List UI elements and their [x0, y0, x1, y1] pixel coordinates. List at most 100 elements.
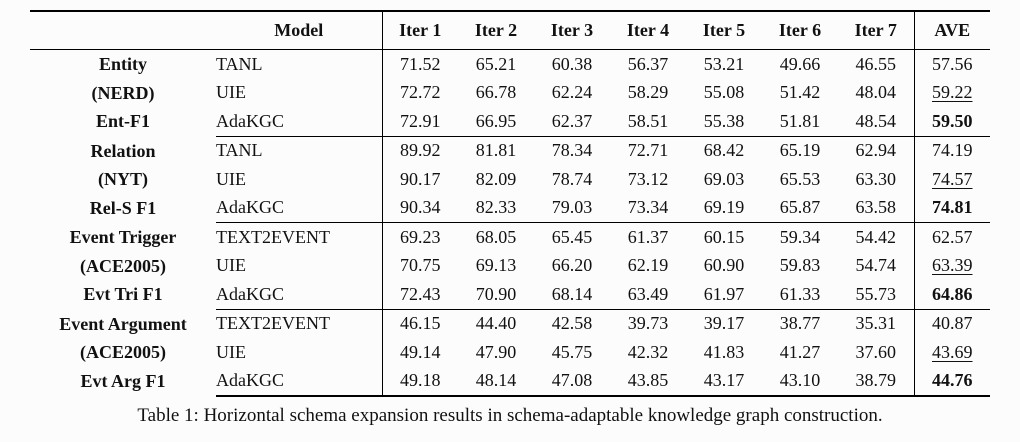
iter-value: 39.73 [627, 313, 669, 334]
iter-value: 66.95 [458, 107, 534, 137]
iter-value: 61.33 [762, 280, 838, 310]
ave-value: 57.56 [913, 49, 990, 79]
table-row: AdaKGC 90.34 82.33 79.03 73.34 69.19 65.87 63.5… [30, 193, 990, 223]
iter-value: 72.71 [627, 140, 669, 161]
iter-value: 66.78 [475, 82, 517, 103]
column-header-task [30, 10, 216, 50]
iter-value: 43.10 [762, 366, 838, 397]
iter-value: 70.75 [381, 251, 458, 280]
iter-value: 42.58 [551, 313, 593, 334]
iter-value: 37.60 [855, 341, 897, 362]
task-label-line: Ent-F1 [96, 111, 150, 132]
iter-value: 51.81 [762, 107, 838, 137]
iter-value: 68.42 [703, 140, 745, 161]
model-name: AdaKGC [216, 107, 382, 137]
task-label-line: Relation [90, 140, 156, 161]
iter-value: 47.90 [475, 341, 517, 362]
table-row: UIE 90.17 82.09 78.74 73.12 69.03 65.53 63.30 74… [30, 165, 990, 194]
ave-value: 62.57 [913, 222, 990, 252]
iter-value: 68.05 [475, 226, 517, 247]
iter-value: 48.54 [838, 107, 914, 137]
table-header-row: Model Iter 1 Iter 2 Iter 3 Iter 4 Iter 5… [30, 10, 990, 50]
iter-value: 69.19 [686, 193, 762, 223]
iter-value: 62.24 [551, 82, 593, 103]
iter-value: 73.34 [610, 193, 686, 223]
table-row: UIE 49.14 47.90 45.75 42.32 41.83 41.27 37.60 43… [30, 338, 990, 367]
column-header-iter3: Iter 3 [534, 10, 610, 50]
iter-value: 79.03 [534, 193, 610, 223]
model-name: AdaKGC [216, 366, 382, 397]
task-label-line: (NYT) [98, 169, 148, 189]
iter-value: 49.66 [779, 53, 821, 74]
task-label-line: Event Argument [59, 313, 187, 334]
iter-value: 55.38 [686, 107, 762, 137]
iter-value: 68.14 [534, 280, 610, 310]
column-header-iter1: Iter 1 [381, 10, 458, 50]
model-name: AdaKGC [216, 280, 382, 310]
iter-value: 90.17 [381, 165, 458, 194]
table-caption: Table 1: Horizontal schema expansion res… [137, 405, 883, 426]
iter-value: 72.91 [381, 107, 458, 137]
iter-value: 41.83 [703, 341, 745, 362]
task-label: Event Argument (ACE2005) Evt Arg F1 [30, 309, 216, 396]
ave-value: 74.57 [913, 165, 990, 194]
iter-value: 69.23 [381, 222, 458, 252]
iter-value: 54.74 [855, 255, 897, 276]
iter-value: 35.31 [855, 313, 897, 334]
model-name: TEXT2EVENT [216, 313, 330, 334]
iter-value: 43.17 [686, 366, 762, 397]
iter-value: 59.83 [779, 255, 821, 276]
iter-value: 69.13 [475, 255, 517, 276]
model-name: TEXT2EVENT [216, 226, 330, 247]
ave-value: 63.39 [913, 251, 990, 280]
iter-value: 71.52 [381, 49, 458, 79]
table-row: Relation (NYT) Rel-S F1 TANL 89.92 81.81 78.34… [30, 136, 990, 218]
model-name: UIE [216, 255, 246, 276]
task-label: Relation (NYT) Rel-S F1 [30, 136, 216, 223]
task-label: Event Trigger (ACE2005) Evt Tri F1 [30, 223, 216, 310]
iter-value: 65.87 [762, 193, 838, 223]
iter-value: 46.15 [381, 309, 458, 338]
column-header-ave: AVE [913, 10, 990, 50]
model-name: UIE [216, 341, 246, 362]
table-row: Event Argument (ACE2005) Evt Arg F1 TEXT2EV… [30, 309, 990, 391]
ave-value: 74.81 [913, 193, 990, 223]
iter-value: 65.53 [779, 168, 821, 189]
iter-value: 78.34 [551, 140, 593, 161]
iter-value: 51.42 [779, 82, 821, 103]
iter-value: 59.34 [779, 226, 821, 247]
ave-value: 74.19 [913, 136, 990, 165]
iter-value: 65.45 [551, 226, 593, 247]
iter-value: 39.17 [703, 313, 745, 334]
model-name: TANL [216, 53, 263, 74]
task-label-line: Event Trigger [69, 227, 177, 247]
table-row: AdaKGC 72.43 70.90 68.14 63.49 61.97 61.33 55.7… [30, 280, 990, 310]
column-header-iter2: Iter 2 [458, 10, 534, 50]
iter-value: 53.21 [703, 53, 745, 74]
ave-value: 59.22 [913, 78, 990, 107]
iter-value: 89.92 [381, 136, 458, 165]
iter-value: 56.37 [627, 53, 669, 74]
task-label-line: Evt Tri F1 [83, 284, 163, 304]
iter-value: 47.08 [534, 366, 610, 397]
ave-value: 43.69 [913, 338, 990, 367]
iter-value: 55.08 [703, 82, 745, 103]
iter-value: 58.29 [627, 82, 669, 103]
iter-value: 65.21 [475, 53, 517, 74]
iter-value: 46.55 [855, 53, 897, 74]
iter-value: 82.09 [475, 168, 517, 189]
task-label-line: Entity [98, 54, 147, 75]
iter-value: 66.20 [551, 255, 593, 276]
results-table: Model Iter 1 Iter 2 Iter 3 Iter 4 Iter 5… [30, 10, 990, 397]
iter-value: 38.79 [838, 366, 914, 397]
iter-value: 78.74 [551, 168, 593, 189]
iter-value: 41.27 [779, 341, 821, 362]
iter-value: 60.15 [703, 226, 745, 247]
iter-value: 60.90 [703, 255, 745, 276]
iter-value: 61.37 [627, 226, 669, 247]
iter-value: 43.85 [610, 366, 686, 397]
task-label: Entity (NERD) Ent-F1 [30, 50, 216, 137]
iter-value: 38.77 [779, 313, 821, 334]
iter-value: 49.18 [381, 366, 458, 397]
iter-value: 55.73 [838, 280, 914, 310]
